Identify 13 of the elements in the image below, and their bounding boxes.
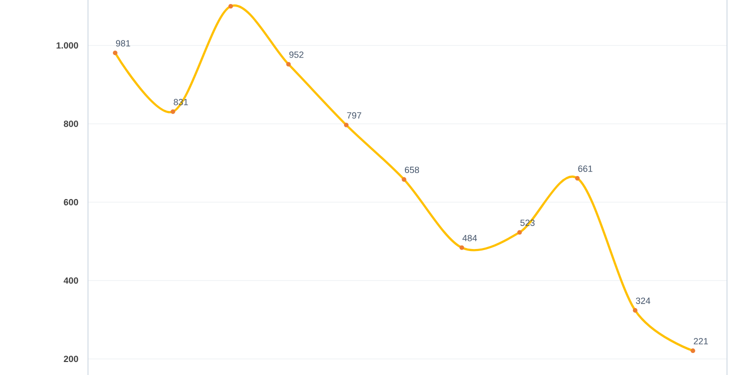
data-label: 484	[462, 234, 477, 242]
data-label: 658	[404, 166, 420, 174]
y-tick-label: 600	[64, 199, 78, 206]
y-tick-label: 200	[64, 356, 78, 362]
data-label: 952	[289, 51, 304, 58]
data-label: 981	[116, 40, 130, 46]
data-label: 661	[578, 166, 592, 172]
data-label: 221	[694, 338, 708, 344]
data-label: 797	[347, 112, 362, 119]
y-tick-label: 800	[64, 120, 78, 127]
y-tick-label: 400	[64, 277, 78, 284]
data-label: 324	[636, 298, 650, 304]
y-tick-label: 1.000	[56, 42, 78, 49]
